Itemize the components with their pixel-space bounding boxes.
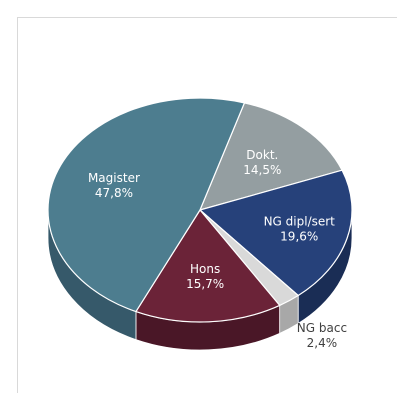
slice-value-ng-bacc: 2,4% bbox=[307, 336, 338, 350]
slice-value-magister: 47,8% bbox=[95, 186, 133, 200]
slice-value-dokt-: 14,5% bbox=[243, 163, 281, 177]
pie-slice-magister bbox=[47, 97, 246, 313]
pie-slice-ng-dipl-sert bbox=[198, 169, 353, 297]
slice-label-ng-dipl-sert: NG dipl/sert bbox=[264, 214, 336, 228]
slice-value-hons: 15,7% bbox=[186, 277, 224, 291]
pie-tops bbox=[47, 97, 353, 323]
pie-slice-dokt- bbox=[198, 102, 343, 211]
slice-label-hons: Hons bbox=[190, 262, 220, 276]
slice-label-dokt-: Dokt. bbox=[246, 148, 278, 162]
chart-frame bbox=[17, 17, 397, 393]
slice-value-ng-dipl-sert: 19,6% bbox=[280, 229, 318, 243]
pie-slice-hons bbox=[135, 208, 281, 323]
pie-sides bbox=[47, 209, 353, 351]
slice-label-magister: Magister bbox=[88, 171, 140, 185]
slice-label-ng-bacc: NG bacc bbox=[297, 321, 347, 335]
